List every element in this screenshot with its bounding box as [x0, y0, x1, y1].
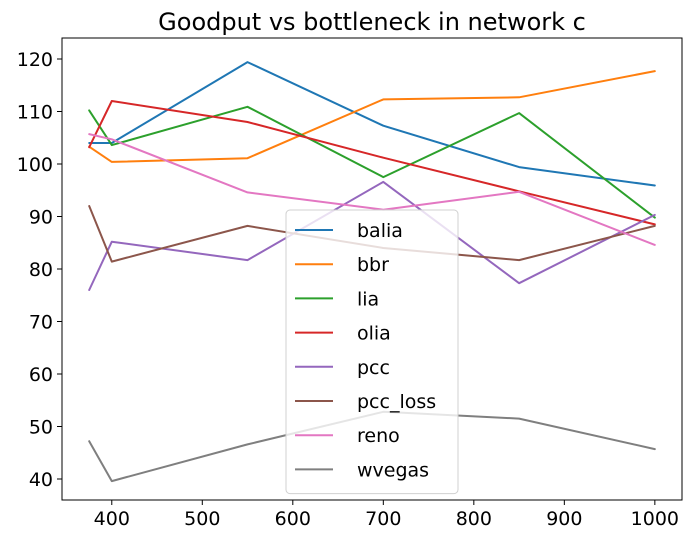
y-tick-label: 40: [29, 469, 53, 491]
legend-label: pcc_loss: [357, 391, 436, 413]
legend-label: olia: [357, 323, 391, 345]
y-tick-label: 110: [17, 102, 53, 124]
x-tick-label: 600: [275, 508, 311, 530]
y-tick-label: 70: [29, 312, 53, 334]
legend-box: [285, 209, 459, 495]
y-tick-label: 90: [29, 207, 53, 229]
series-line-reno: [88, 133, 656, 246]
y-tick-label: 60: [29, 364, 53, 386]
series-line-olia: [88, 100, 656, 226]
y-tick-label: 50: [29, 417, 53, 439]
x-tick-label: 700: [365, 508, 401, 530]
y-tick-label: 80: [29, 259, 53, 281]
legend-label: reno: [357, 425, 400, 447]
x-tick-label: 500: [184, 508, 220, 530]
chart-title: Goodput vs bottleneck in network c: [158, 8, 586, 36]
y-axis: 40 50 60 70 80 90 100 110 120: [17, 49, 62, 491]
legend-label: bbr: [357, 254, 389, 276]
legend-label: lia: [357, 288, 379, 310]
series-line-balia: [88, 61, 656, 187]
legend-label: wvegas: [357, 459, 429, 481]
x-tick-label: 800: [456, 508, 492, 530]
y-tick-label: 100: [17, 154, 53, 176]
y-tick-label: 120: [17, 49, 53, 71]
x-tick-label: 900: [546, 508, 582, 530]
legend-label: pcc: [357, 357, 390, 379]
series-line-lia: [88, 105, 656, 219]
legend-label: balia: [357, 220, 403, 242]
x-tick-label: 1000: [631, 508, 679, 530]
series-line-bbr: [88, 70, 656, 163]
x-axis: 400 500 600 700 800 900 1000: [94, 500, 679, 530]
x-tick-label: 400: [94, 508, 130, 530]
